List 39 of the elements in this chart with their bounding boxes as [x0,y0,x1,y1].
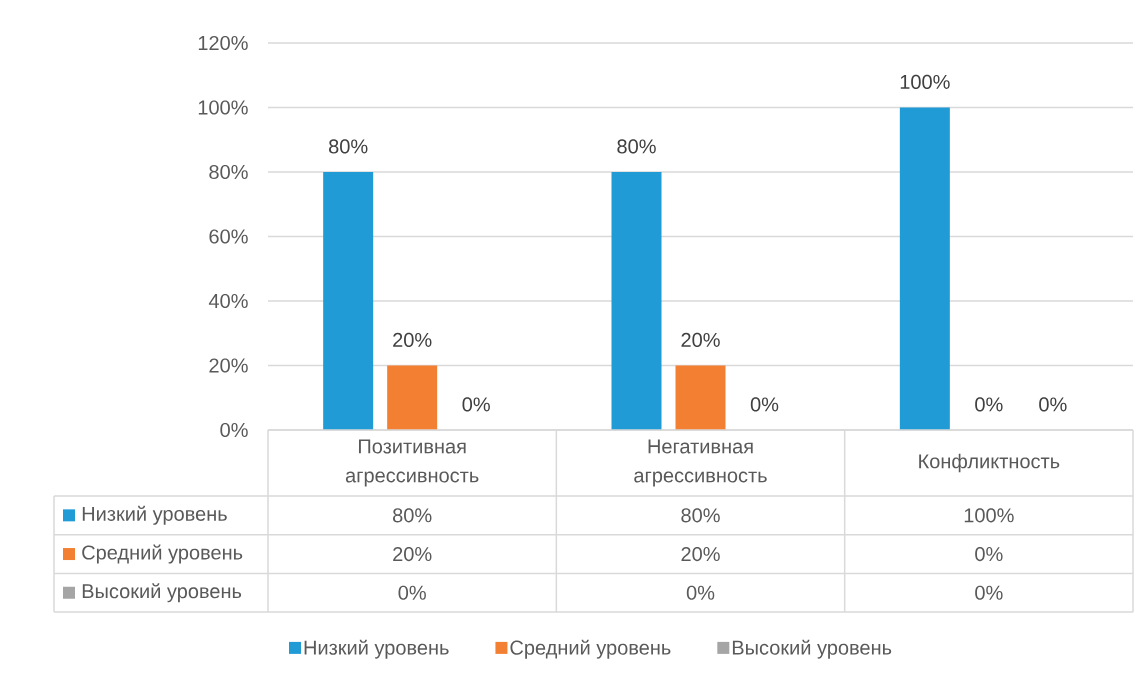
text: Средний уровень [510,639,671,659]
bar [899,107,950,430]
y-tick-label: 0% [220,422,248,438]
text: 80% [329,139,368,154]
y-tick-label: 40% [208,293,248,309]
legend-label: Средний уровень [82,544,243,564]
bar [387,365,438,430]
data-label: 80% [681,508,720,523]
x-tick-label: Конфликтность [919,453,1060,473]
y-tick-label: 120% [198,35,248,51]
data-label: 20% [681,546,720,562]
bar [611,172,662,430]
data-label: 20% [393,546,432,562]
bar [323,172,374,430]
text: 0% [750,397,779,412]
text: Низкий уровень [304,639,449,659]
x-tick-label: Негативная агрессивность [634,439,767,487]
text: 0% [975,397,1003,412]
text: 0% [462,397,490,412]
text: 100% [900,74,950,89]
y-tick-label: 100% [198,100,248,115]
text: 0% [1039,397,1067,412]
data-label: 0% [975,585,1003,600]
x-tick-label: Позитивная агрессивность [345,439,479,487]
text: Высокий уровень [82,583,242,603]
data-label: 80% [393,508,432,523]
data-label: 0% [398,585,426,600]
y-tick-label: 60% [209,229,248,244]
data-label: 0% [686,585,715,600]
y-tick-label: 80% [209,164,248,180]
data-label: 100% [964,508,1014,523]
data-label: 0% [975,546,1003,562]
legend-label: Высокий уровень [732,639,892,659]
y-tick-label: 20% [209,358,248,373]
text: 80% [617,139,656,154]
text: 20% [393,332,432,347]
text: 20% [681,332,720,347]
bar [675,365,726,430]
legend-label: Низкий уровень [82,505,227,525]
